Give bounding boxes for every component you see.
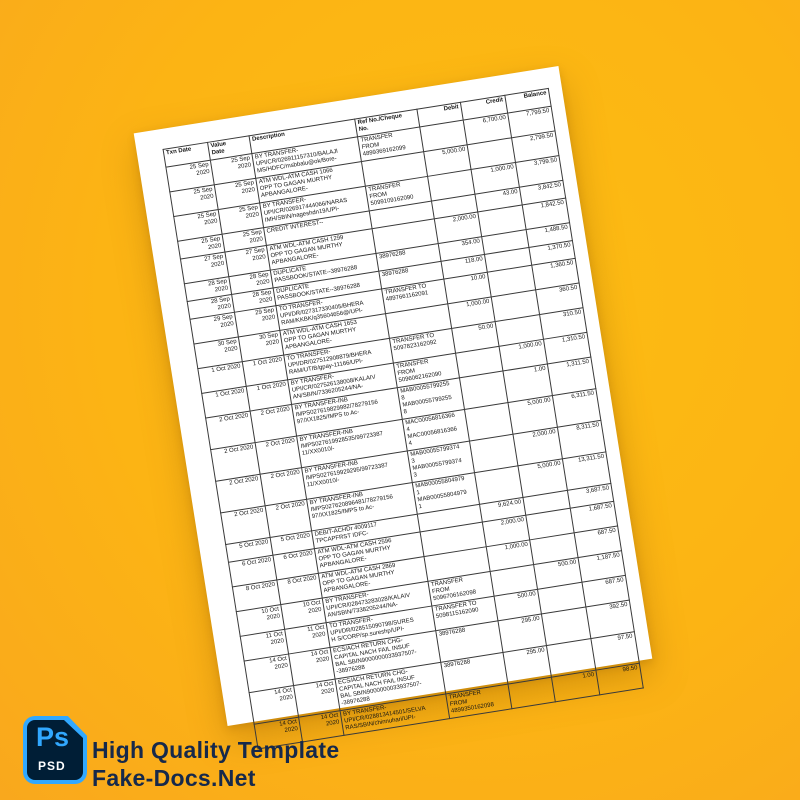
brand-text: High Quality Template Fake-Docs.Net — [92, 736, 339, 792]
photoshop-ps-glyph: Ps — [36, 722, 70, 752]
statement-table: Txn Date Value Date Description Ref No./Che… — [163, 88, 644, 750]
psd-format-label: PSD — [38, 759, 66, 773]
brand-site-link[interactable]: Fake-Docs.Net — [92, 765, 256, 791]
statement-paper: Txn Date Value Date Description Ref No./Che… — [133, 66, 653, 749]
psd-file-icon-inner: Ps PSD — [27, 720, 83, 780]
brand-title: High Quality Template — [92, 737, 340, 763]
cell-debit — [507, 677, 556, 709]
psd-file-icon: Ps PSD — [23, 716, 87, 784]
cell-credit: 1.00 — [551, 670, 600, 702]
table-body: 25 Sep 2020 25 Sep 2020 BY TRANSFER- UPI/C… — [165, 106, 644, 749]
cell-balance: 98.50 — [595, 663, 644, 695]
